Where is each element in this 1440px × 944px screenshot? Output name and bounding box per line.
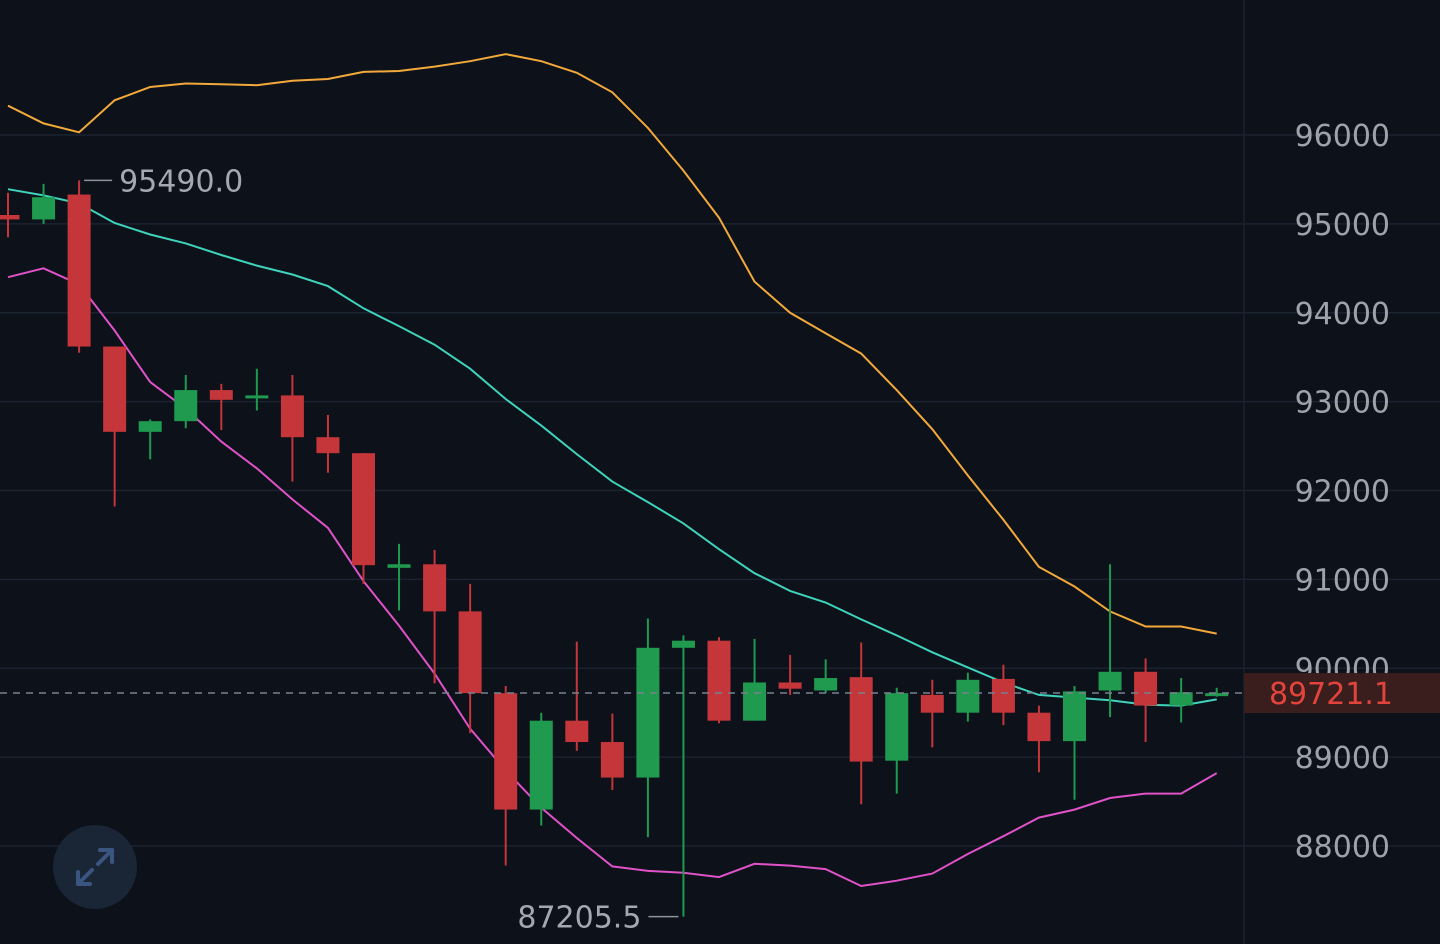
candle xyxy=(1205,687,1229,697)
candle-body xyxy=(707,640,731,721)
candle-body xyxy=(1027,712,1051,742)
candle-body xyxy=(245,395,269,399)
candle-body xyxy=(32,197,56,220)
candle-body xyxy=(174,390,198,422)
annotations: 95490.0 87205.5 xyxy=(84,164,679,936)
candle-body xyxy=(1063,691,1086,742)
candle-body xyxy=(885,693,909,761)
candle xyxy=(743,638,767,721)
gridlines xyxy=(0,134,1440,847)
candle-body xyxy=(920,694,944,713)
candle-body xyxy=(565,720,589,743)
candle-body xyxy=(956,679,980,713)
candle xyxy=(1063,686,1086,800)
candle xyxy=(245,368,269,411)
candle xyxy=(636,618,660,838)
y-tick-label-94000: 94000 xyxy=(1295,297,1390,332)
candle xyxy=(209,383,233,431)
candle-body xyxy=(0,214,20,220)
candle-body xyxy=(280,395,304,438)
candle xyxy=(387,543,411,611)
candle-body xyxy=(1205,693,1229,697)
candle-body xyxy=(209,390,233,400)
candle xyxy=(138,419,162,460)
candle-body xyxy=(1169,692,1193,706)
candle-body xyxy=(458,611,482,694)
candle xyxy=(103,346,127,507)
candle xyxy=(174,374,198,429)
candle xyxy=(1098,564,1122,718)
candle xyxy=(0,192,20,238)
candle-body xyxy=(1098,671,1122,691)
candle-body xyxy=(494,693,518,810)
candle xyxy=(32,183,56,224)
y-tick-label-95000: 95000 xyxy=(1295,208,1390,243)
candle-body xyxy=(814,678,838,691)
candle-body xyxy=(743,682,767,721)
y-tick-label-89000: 89000 xyxy=(1295,741,1390,776)
candle xyxy=(494,686,518,866)
middle-band-line xyxy=(7,188,1217,707)
candle xyxy=(885,687,909,794)
current-price-tag: 89721.1 xyxy=(1244,673,1440,714)
candle-body xyxy=(849,677,873,762)
candle xyxy=(67,180,91,353)
candle xyxy=(1169,678,1193,723)
candle xyxy=(565,641,589,751)
candle-body xyxy=(138,421,162,432)
candle xyxy=(423,550,447,684)
current-price-label: 89721.1 xyxy=(1269,677,1393,712)
high-annotation-label: 95490.0 xyxy=(119,164,243,199)
candle xyxy=(956,672,980,722)
candle-body xyxy=(352,453,375,566)
candle xyxy=(671,635,695,917)
candle xyxy=(849,642,873,805)
candle-body xyxy=(1134,671,1158,706)
bollinger-bands xyxy=(7,53,1218,888)
y-tick-label-96000: 96000 xyxy=(1295,119,1390,154)
candle-body xyxy=(387,564,411,568)
candles xyxy=(0,180,1229,917)
y-tick-label-92000: 92000 xyxy=(1295,475,1390,510)
candle-body xyxy=(671,640,695,648)
y-tick-label-91000: 91000 xyxy=(1295,563,1390,598)
expand-chart-button[interactable] xyxy=(53,825,137,909)
candle xyxy=(778,654,802,695)
candle xyxy=(352,453,375,584)
candle-body xyxy=(778,682,802,689)
expand-arrows-icon xyxy=(76,848,114,886)
candle-body xyxy=(600,742,624,778)
price-axis: 8800089000900009100092000930009400095000… xyxy=(1295,119,1390,865)
y-tick-label-88000: 88000 xyxy=(1295,830,1390,865)
candle-body xyxy=(991,678,1015,713)
lower-band-line xyxy=(7,267,1218,888)
candle-body xyxy=(316,437,340,454)
candle-body xyxy=(103,346,127,432)
candle xyxy=(458,583,482,734)
current-price-tag-bg xyxy=(1244,673,1440,714)
candle-body xyxy=(529,720,553,810)
candle xyxy=(600,713,624,791)
candle xyxy=(529,712,553,826)
candle xyxy=(991,664,1015,726)
candle-body xyxy=(67,194,91,347)
y-tick-label-93000: 93000 xyxy=(1295,386,1390,421)
candle xyxy=(920,679,944,748)
candle xyxy=(316,414,340,473)
candle xyxy=(1134,658,1158,743)
candle-body xyxy=(636,647,660,778)
candle xyxy=(280,374,304,482)
candle xyxy=(1027,705,1051,773)
upper-band-line xyxy=(7,53,1217,635)
candle xyxy=(814,659,838,694)
candle-body xyxy=(423,564,447,612)
low-annotation-label: 87205.5 xyxy=(517,901,641,936)
candle xyxy=(707,637,731,724)
